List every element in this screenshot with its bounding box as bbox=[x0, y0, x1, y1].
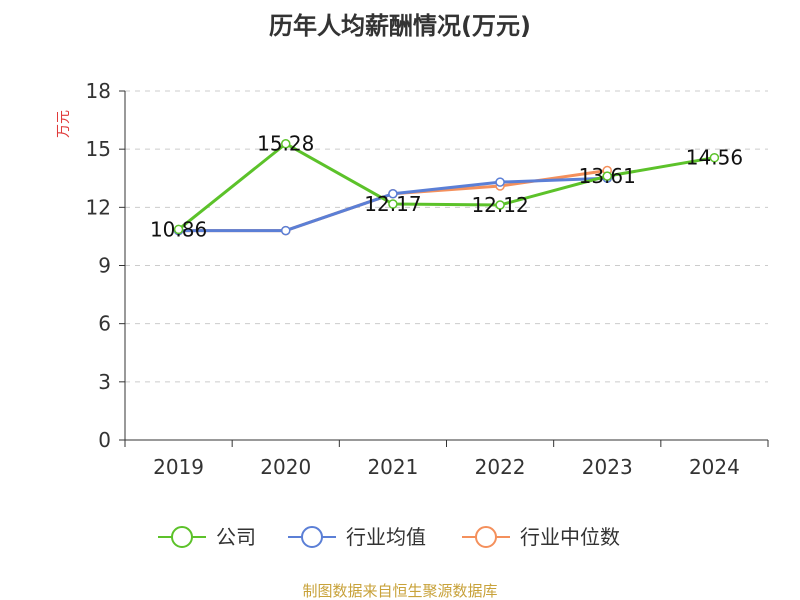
x-tick-label: 2020 bbox=[260, 455, 311, 479]
data-point bbox=[281, 138, 291, 149]
source-note: 制图数据来自恒生聚源数据库 bbox=[302, 582, 497, 600]
legend-swatch-marker bbox=[301, 526, 323, 548]
x-tick-label: 2021 bbox=[367, 455, 418, 479]
x-tick-label: 2024 bbox=[689, 455, 740, 479]
data-label: 12.17 bbox=[364, 192, 421, 216]
data-point bbox=[602, 171, 612, 181]
data-label: 13.61 bbox=[579, 164, 636, 188]
data-point bbox=[709, 152, 720, 163]
data-label: 10.86 bbox=[150, 217, 207, 241]
x-tick-label: 2023 bbox=[582, 455, 633, 479]
y-tick-label: 15 bbox=[86, 137, 111, 161]
legend-item-0[interactable]: 公司 bbox=[158, 525, 256, 549]
legend-label: 公司 bbox=[216, 525, 256, 549]
x-tick-label: 2022 bbox=[475, 455, 526, 479]
legend-item-1[interactable]: 行业均值 bbox=[288, 525, 426, 549]
legend-swatch-marker bbox=[475, 526, 497, 548]
data-label: 15.28 bbox=[257, 132, 314, 156]
y-tick-label: 3 bbox=[98, 370, 111, 394]
chart-title: 历年人均薪酬情况(万元) bbox=[269, 12, 531, 40]
legend[interactable]: 公司 行业均值 行业中位数 bbox=[158, 525, 620, 549]
y-tick-label: 9 bbox=[98, 254, 111, 278]
data-point bbox=[388, 199, 398, 209]
y-tick-label: 6 bbox=[98, 312, 111, 336]
series-line bbox=[177, 142, 715, 231]
series-0 bbox=[173, 138, 720, 235]
y-tick-label: 18 bbox=[86, 79, 111, 103]
grid bbox=[125, 90, 768, 383]
data-label: 14.56 bbox=[686, 146, 743, 170]
data-point bbox=[495, 177, 505, 187]
axes: 0 3 6 9 12 15 18 2019 2020 2021 2022 2023 2024 bbox=[86, 79, 769, 479]
legend-item-2[interactable]: 行业中位数 bbox=[462, 525, 620, 549]
legend-label: 行业均值 bbox=[346, 525, 426, 549]
data-point bbox=[388, 189, 398, 199]
y-tick-label: 12 bbox=[86, 195, 111, 219]
data-point bbox=[495, 200, 505, 210]
y-axis-label: 万元 bbox=[56, 110, 72, 138]
legend-swatch-marker bbox=[171, 526, 193, 548]
data-labels: 10.86 15.28 12.17 12.12 13.61 14.56 bbox=[150, 132, 743, 242]
y-tick-label: 0 bbox=[98, 428, 111, 452]
legend-label: 行业中位数 bbox=[520, 525, 620, 549]
x-tick-label: 2019 bbox=[153, 455, 204, 479]
data-label: 12.12 bbox=[471, 193, 528, 217]
data-point bbox=[281, 225, 291, 236]
data-point bbox=[173, 224, 184, 235]
series-layer bbox=[173, 138, 720, 236]
series-1 bbox=[173, 173, 612, 236]
